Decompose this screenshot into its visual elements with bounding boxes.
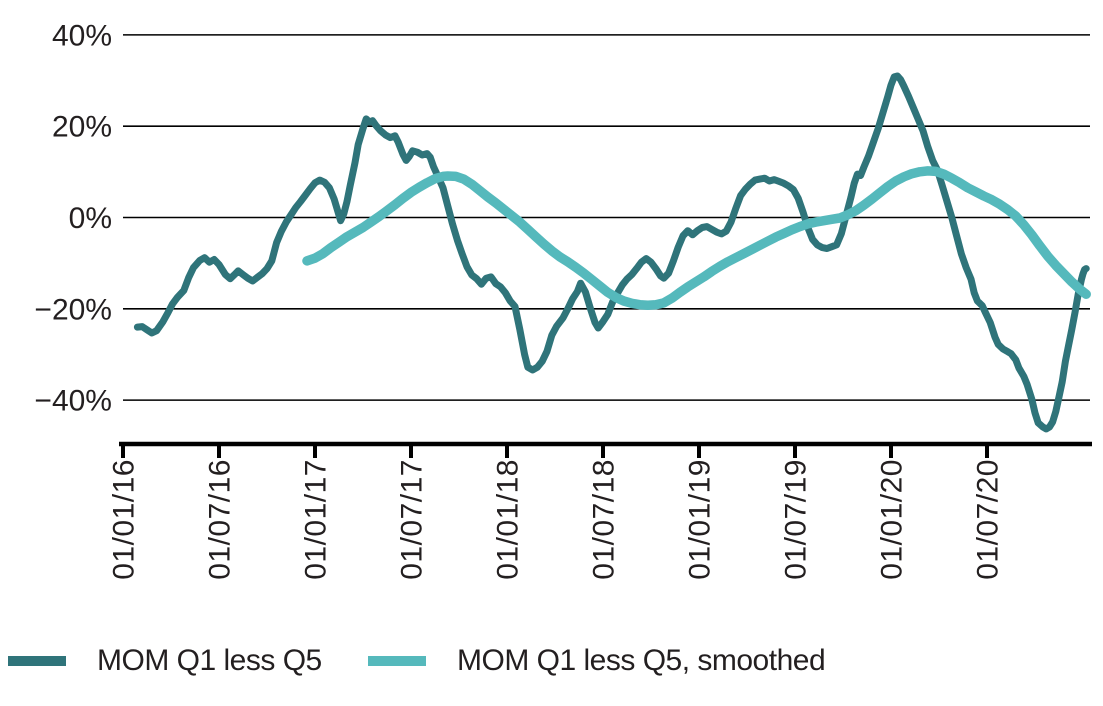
line-chart: 40% 20% 0% −20% −40% 01/01/16 01/07/16 01/01/17… <box>34 19 1092 580</box>
y-tick-label: −40% <box>34 385 112 418</box>
series-line-mom-q1-less-q5-smoothed <box>302 166 1091 310</box>
y-tick-label: 40% <box>52 19 112 52</box>
x-tick-label: 01/07/20 <box>972 459 1005 580</box>
legend-item-mom-q1-less-q5: MOM Q1 less Q5 <box>8 644 322 678</box>
y-tick-label: 20% <box>52 111 112 144</box>
legend-swatch-mom-q1-less-q5-smoothed <box>368 656 426 666</box>
legend-label-mom-q1-less-q5: MOM Q1 less Q5 <box>97 644 322 677</box>
x-tick-label: 01/01/19 <box>684 459 717 580</box>
x-tick-label: 01/01/16 <box>108 459 141 580</box>
x-tick-label: 01/01/17 <box>300 459 333 580</box>
legend-label-mom-q1-less-q5-smoothed: MOM Q1 less Q5, smoothed <box>457 644 826 677</box>
x-tick-label: 01/07/16 <box>204 459 237 580</box>
series-line-mom-q1-less-q5 <box>133 72 1090 433</box>
legend-swatch-mom-q1-less-q5 <box>8 656 66 666</box>
x-tick-label: 01/01/18 <box>492 459 525 580</box>
y-tick-label: 0% <box>69 202 112 235</box>
x-tick-label: 01/07/17 <box>396 459 429 580</box>
legend-item-mom-q1-less-q5-smoothed: MOM Q1 less Q5, smoothed <box>368 644 826 678</box>
x-tick-label: 01/07/18 <box>588 459 621 580</box>
x-tick-label: 01/01/20 <box>876 459 909 580</box>
x-tick-label: 01/07/19 <box>780 459 813 580</box>
y-tick-label: −20% <box>34 293 112 326</box>
